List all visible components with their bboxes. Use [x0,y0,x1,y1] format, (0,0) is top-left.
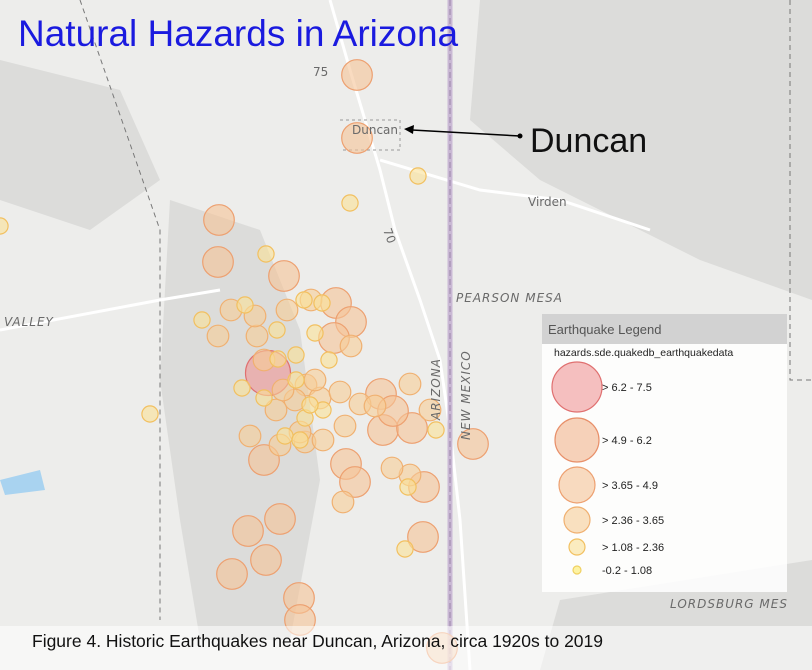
place-label: Virden [528,195,567,209]
legend-header [542,314,787,344]
earthquake [311,428,335,452]
lake [0,470,45,495]
map-title: Natural Hazards in Arizona [18,13,459,54]
caption-band [0,626,812,670]
earthquake [363,394,387,418]
earthquake [333,414,357,438]
earthquake [303,368,327,392]
earthquake [193,311,211,329]
state-label: NEW MEXICO [459,350,473,440]
legend-label: > 6.2 - 7.5 [602,382,652,394]
earthquake [271,378,295,402]
place-label: VALLEY [4,315,55,329]
earthquake [206,324,230,348]
legend-title: Earthquake Legend [548,322,661,337]
earthquake [264,503,296,535]
caption: Figure 4. Historic Earthquakes near Dunc… [32,631,603,651]
legend: Earthquake Legend hazards.sde.quakedb_ea… [542,314,787,592]
boundaries [79,0,812,670]
earthquake [328,380,352,404]
earthquake [233,379,251,397]
earthquake [399,478,417,496]
earthquake-points [0,59,489,664]
earthquake [313,294,331,312]
earthquake [202,246,234,278]
earthquake [287,346,305,364]
earthquake [264,398,288,422]
earthquake [216,558,248,590]
earthquake [268,260,300,292]
earthquake [380,456,404,480]
earthquake [291,431,309,449]
earthquake [398,372,422,396]
legend-symbol [558,466,596,504]
legend-label: > 4.9 - 6.2 [602,435,652,447]
earthquake [141,405,159,423]
annotation-text: Duncan [530,122,647,160]
legend-symbol [568,538,586,556]
earthquake [339,466,371,498]
earthquake [409,167,427,185]
legend-items: > 6.2 - 7.5 > 4.9 - 6.2 > 3.65 - 4.9 > 2.36… [551,361,664,577]
earthquake [275,298,299,322]
roads [0,0,651,670]
earthquake [320,351,338,369]
legend-symbol [551,361,603,413]
earthquake [268,321,286,339]
legend-label: -0.2 - 1.08 [602,565,652,577]
legend-symbol [572,565,582,575]
legend-symbol [563,506,591,534]
place-label: Duncan [352,123,398,137]
earthquake [306,324,324,342]
state-label: ARIZONA [429,358,443,421]
route-label: 70 [380,226,398,245]
earthquake [331,490,355,514]
earthquake [418,398,442,422]
earthquake [341,194,359,212]
earthquake [457,428,489,460]
legend-layer: hazards.sde.quakedb_earthquakedata [554,347,733,359]
earthquake [407,521,439,553]
legend-label: > 1.08 - 2.36 [602,542,664,554]
legend-label: > 3.65 - 4.9 [602,480,658,492]
earthquake [301,396,319,414]
place-label: PEARSON MESA [456,291,563,305]
earthquake [396,540,414,558]
earthquake [269,350,287,368]
earthquake [341,122,373,154]
earthquake [0,217,9,235]
annotation: Duncan [404,122,647,160]
earthquake [250,544,282,576]
earthquake [257,245,275,263]
legend-label: > 2.36 - 3.65 [602,515,664,527]
earthquake [232,515,264,547]
earthquake [238,424,262,448]
earthquake [236,296,254,314]
route-label: 75 [313,65,328,79]
place-label: LORDSBURG MES [670,597,788,611]
earthquake [341,59,373,91]
earthquake [203,204,235,236]
earthquake [255,389,273,407]
earthquake [287,371,305,389]
earthquake [339,334,363,358]
earthquake [427,421,445,439]
earthquake [245,324,269,348]
earthquake [295,291,313,309]
legend-symbol [554,417,600,463]
earthquake [276,427,294,445]
